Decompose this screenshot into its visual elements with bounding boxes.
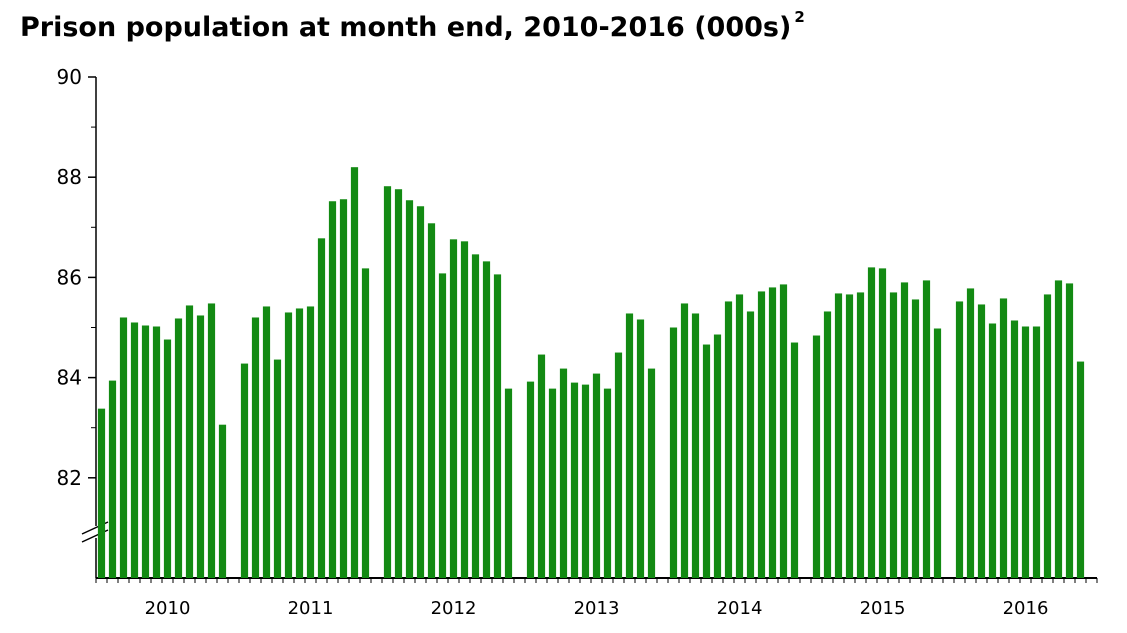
bar (911, 299, 920, 578)
bar (317, 238, 326, 578)
bar (537, 354, 546, 578)
bar (449, 239, 458, 578)
bar (625, 313, 634, 578)
bar (526, 381, 535, 578)
bar (977, 304, 986, 578)
bar (174, 318, 183, 578)
bar (1032, 326, 1041, 578)
bar (823, 311, 832, 578)
bar (999, 298, 1008, 578)
bar (97, 408, 106, 578)
x-tick-label: 2015 (860, 598, 906, 619)
x-tick-label: 2013 (574, 598, 620, 619)
bar (1054, 280, 1063, 578)
bar (680, 303, 689, 578)
bar (559, 368, 568, 578)
bar (383, 186, 392, 578)
bar (405, 200, 414, 578)
bar (966, 288, 975, 578)
bar (328, 201, 337, 579)
bar (647, 368, 656, 578)
bar (141, 325, 150, 578)
y-tick-label: 82 (57, 466, 82, 490)
bar (988, 323, 997, 578)
bar (152, 326, 161, 578)
bar (790, 342, 799, 578)
bar (746, 311, 755, 578)
bar (196, 315, 205, 578)
bar (1065, 283, 1074, 578)
bar (1043, 294, 1052, 578)
bar (493, 274, 502, 578)
bar (889, 292, 898, 578)
bar (570, 382, 579, 578)
bar (1010, 320, 1019, 578)
x-tick-label: 2014 (717, 598, 763, 619)
bar (295, 308, 304, 578)
bar (779, 284, 788, 578)
bar (504, 388, 513, 578)
x-tick-label: 2012 (431, 598, 477, 619)
bar (548, 388, 557, 578)
bar (1076, 361, 1085, 578)
bar (416, 206, 425, 578)
y-tick-label: 84 (57, 366, 82, 390)
bar (614, 352, 623, 578)
bar (207, 303, 216, 578)
bar (867, 267, 876, 578)
bar (460, 241, 469, 578)
bar (262, 306, 271, 578)
bar (108, 380, 117, 578)
bar (636, 319, 645, 578)
bar (163, 339, 172, 578)
bar (361, 268, 370, 578)
bar (119, 317, 128, 578)
bar (845, 294, 854, 578)
bar (394, 189, 403, 578)
bar (768, 287, 777, 578)
y-tick-label: 88 (57, 165, 82, 189)
y-tick-label: 90 (57, 65, 82, 89)
bar (955, 301, 964, 578)
bar (856, 292, 865, 578)
x-tick-label: 2016 (1003, 598, 1049, 619)
bar (1021, 326, 1030, 578)
bar (130, 322, 139, 578)
bar (603, 388, 612, 578)
bar (482, 261, 491, 578)
bar (350, 167, 359, 578)
bar (900, 282, 909, 578)
bar (702, 344, 711, 578)
bar (757, 291, 766, 578)
bar (713, 334, 722, 578)
bar (240, 363, 249, 578)
bar (427, 223, 436, 579)
bar (339, 199, 348, 578)
bar (812, 335, 821, 578)
x-tick-label: 2010 (145, 598, 191, 619)
bar (592, 373, 601, 578)
bar (218, 424, 227, 578)
bar (251, 317, 260, 578)
bar (669, 327, 678, 578)
bar (471, 254, 480, 578)
bar (306, 306, 315, 578)
bar (185, 305, 194, 578)
y-tick-label: 86 (57, 265, 82, 289)
title-note: 2 (794, 8, 804, 26)
bar (581, 384, 590, 578)
bar (933, 328, 942, 578)
bar (284, 312, 293, 578)
bar (834, 293, 843, 578)
bar (735, 294, 744, 578)
bar (273, 359, 282, 578)
bar (724, 301, 733, 578)
x-tick-label: 2011 (288, 598, 334, 619)
bar (878, 268, 887, 578)
bar (438, 273, 447, 578)
bar (922, 280, 931, 578)
chart-title: Prison population at month end, 2010-201… (20, 12, 791, 43)
bar (691, 313, 700, 578)
